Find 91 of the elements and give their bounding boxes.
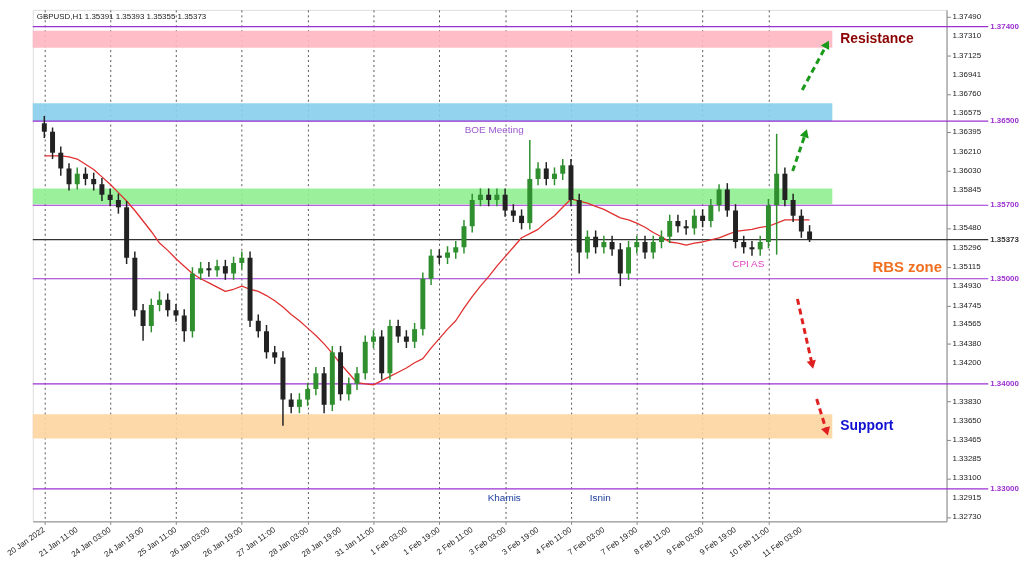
candlestick	[296, 392, 302, 414]
candlestick	[609, 234, 615, 257]
y-tick-label: 1.33830	[952, 396, 982, 406]
candlestick	[305, 381, 311, 407]
candlestick	[790, 192, 796, 223]
candlestick	[708, 198, 714, 229]
annotation: Khamis	[487, 491, 521, 503]
candlestick	[140, 303, 146, 342]
candlestick	[519, 208, 525, 231]
ref-line-label: 1.37400	[990, 21, 1020, 31]
candlestick	[601, 234, 607, 255]
candlestick	[148, 297, 154, 334]
y-tick-label: 1.35845	[952, 184, 982, 194]
ref-line-label: 1.34000	[990, 378, 1020, 388]
y-tick-label: 1.36395	[952, 127, 982, 137]
candlestick	[41, 115, 47, 139]
y-tick-label: 1.36575	[952, 108, 982, 118]
candlestick	[428, 248, 434, 286]
candlestick	[50, 126, 56, 160]
y-tick-label: 1.34930	[952, 281, 982, 291]
y-tick-label: 1.33650	[952, 415, 982, 425]
chart-title: GBPUSD,H1 1.35391 1.35393 1.35355 1.35373	[36, 11, 207, 21]
y-tick-label: 1.36941	[952, 69, 982, 79]
candlestick	[255, 313, 261, 339]
y-tick-label: 1.34565	[952, 319, 982, 329]
candlestick	[395, 318, 401, 344]
y-tick-label: 1.33465	[952, 434, 982, 444]
band-label: Resistance	[840, 30, 914, 47]
y-tick-label: 1.37490	[952, 12, 982, 22]
ref-line-label: 1.35373	[990, 234, 1020, 244]
candlestick	[494, 187, 500, 208]
candlestick	[239, 250, 245, 271]
candlestick	[683, 219, 689, 236]
y-tick-label: 1.33100	[952, 473, 982, 483]
candlestick	[560, 158, 566, 181]
y-tick-label: 1.32730	[952, 512, 982, 522]
y-tick-label: 1.36030	[952, 165, 982, 175]
annotation: Isnin	[589, 491, 611, 503]
y-tick-label: 1.35296	[952, 242, 982, 252]
candlestick	[412, 322, 418, 349]
candlestick	[165, 292, 171, 318]
candlestick	[691, 208, 697, 236]
candlestick	[667, 213, 673, 244]
candlestick	[74, 166, 80, 191]
y-tick-label: 1.37310	[952, 31, 982, 41]
y-tick-label: 1.35480	[952, 223, 982, 233]
candlestick	[222, 259, 228, 281]
candlestick	[264, 324, 269, 360]
y-tick-label: 1.33285	[952, 453, 982, 463]
y-tick-label: 1.34380	[952, 338, 982, 348]
annotation: BOE Meeting	[464, 124, 524, 136]
ref-line-label: 1.33000	[990, 483, 1020, 493]
y-tick-label: 1.37125	[952, 50, 982, 60]
candlestick	[675, 213, 681, 234]
candlestick	[798, 208, 804, 239]
candlestick	[115, 192, 121, 215]
candlestick	[288, 392, 294, 414]
candlestick	[346, 376, 352, 402]
y-tick-label: 1.34200	[952, 357, 982, 367]
y-tick-label: 1.32915	[952, 492, 982, 502]
candlestick	[99, 177, 105, 202]
candlestick	[543, 161, 549, 187]
candlestick	[181, 308, 187, 343]
y-tick-label: 1.34745	[952, 300, 982, 310]
y-tick-label: 1.36760	[952, 88, 982, 98]
candlestick	[214, 259, 220, 278]
candlestick	[749, 240, 755, 257]
candlestick	[535, 161, 541, 187]
candlestick	[461, 219, 467, 255]
candlestick	[584, 229, 590, 260]
candlestick	[313, 366, 319, 397]
band-label: Support	[840, 417, 894, 434]
ref-line-label: 1.35700	[990, 200, 1020, 210]
y-tick-label: 1.36210	[952, 146, 982, 156]
candlestick	[157, 290, 163, 313]
candlestick	[724, 182, 730, 218]
y-tick-label: 1.35115	[952, 261, 982, 271]
candlestick	[206, 261, 212, 278]
candlestick	[231, 255, 237, 281]
candlestick	[634, 234, 640, 255]
candlestick	[107, 187, 113, 208]
ref-line-label: 1.35000	[990, 273, 1020, 283]
candlestick	[502, 187, 508, 218]
annotation: CPI AS	[732, 257, 765, 269]
candlestick	[593, 229, 599, 255]
ref-line-label: 1.36500	[990, 116, 1020, 126]
candlestick	[757, 234, 763, 257]
candlestick	[716, 183, 722, 213]
candlestick	[58, 145, 64, 177]
text: RBS zone	[872, 258, 942, 275]
candlestick	[650, 234, 656, 260]
